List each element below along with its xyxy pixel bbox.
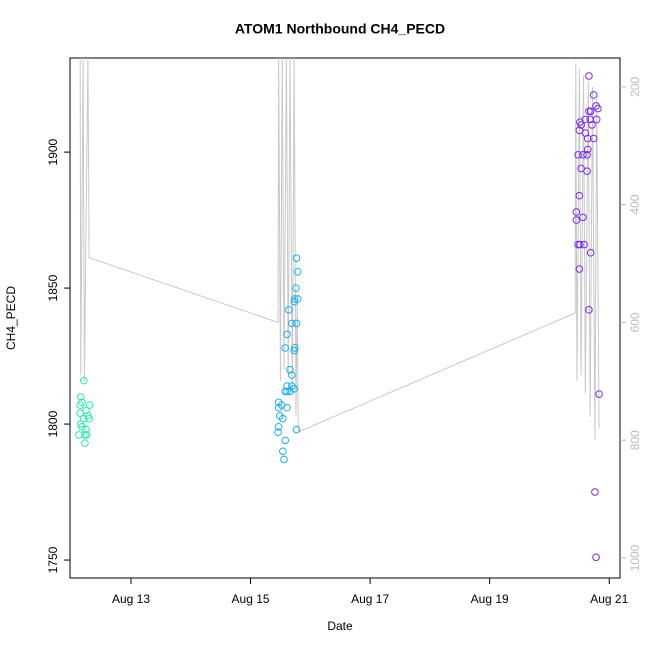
point — [594, 104, 602, 113]
point — [281, 436, 290, 445]
point — [589, 91, 598, 99]
point — [290, 344, 299, 352]
y-tick-label: 1900 — [46, 138, 60, 165]
y2-tick-label: 600 — [628, 312, 642, 332]
point — [572, 216, 581, 224]
y2-tick-label: 1000 — [628, 544, 642, 571]
point — [279, 414, 287, 423]
point — [577, 164, 585, 173]
point — [290, 297, 298, 306]
point — [591, 488, 599, 496]
point — [81, 431, 89, 439]
point — [574, 151, 582, 159]
point — [274, 428, 282, 437]
x-tick-label: Aug 17 — [351, 592, 389, 606]
point — [292, 425, 301, 434]
pressure-line — [79, 58, 600, 441]
point — [76, 409, 84, 417]
point — [76, 393, 85, 401]
point — [286, 365, 294, 374]
point — [572, 208, 581, 216]
point — [283, 403, 291, 412]
point — [85, 414, 93, 423]
point — [585, 72, 593, 80]
point — [583, 134, 592, 143]
point — [79, 376, 88, 385]
point — [81, 439, 89, 447]
y2-tick-label: 200 — [628, 77, 642, 97]
point — [588, 121, 596, 129]
point — [583, 167, 591, 175]
point — [580, 240, 588, 249]
x-tick-label: Aug 19 — [471, 592, 509, 606]
point — [292, 319, 301, 328]
point — [274, 403, 283, 412]
y-tick-label: 1750 — [46, 546, 60, 573]
point — [290, 295, 299, 303]
point — [577, 121, 585, 129]
point — [281, 387, 290, 396]
point — [285, 306, 293, 314]
chart-title: ATOM1 Northbound CH4_PECD — [235, 21, 445, 37]
point — [575, 126, 584, 135]
point — [292, 284, 300, 292]
y2-tick-label: 800 — [628, 430, 642, 450]
point — [76, 401, 84, 409]
point — [292, 254, 301, 262]
point — [592, 553, 600, 562]
point — [585, 107, 593, 116]
x-tick-label: Aug 15 — [232, 592, 270, 606]
plot-area — [75, 58, 603, 562]
y-tick-label: 1850 — [46, 274, 60, 301]
point — [575, 191, 584, 200]
point — [589, 134, 598, 143]
point — [75, 431, 83, 439]
point — [583, 151, 591, 159]
point — [595, 390, 603, 398]
y2-tick-label: 400 — [628, 194, 642, 214]
point — [290, 346, 298, 355]
point — [293, 267, 302, 276]
point — [279, 447, 287, 456]
point — [575, 265, 584, 273]
point — [586, 248, 595, 257]
point — [290, 384, 298, 393]
point — [283, 330, 291, 339]
point — [280, 455, 288, 464]
x-tick-label: Aug 13 — [112, 592, 150, 606]
y-axis-label: CH4_PECD — [4, 286, 18, 350]
point — [287, 371, 296, 379]
y-tick-label: 1800 — [46, 410, 60, 437]
point — [579, 151, 587, 159]
point — [576, 240, 584, 249]
point — [82, 425, 90, 434]
point — [274, 422, 283, 431]
plot-frame — [69, 57, 621, 579]
point — [579, 213, 587, 222]
point — [583, 145, 592, 154]
point — [82, 406, 90, 415]
point — [586, 115, 594, 124]
point — [85, 401, 94, 409]
point — [585, 306, 593, 314]
point — [287, 319, 296, 328]
x-axis-label: Date — [327, 619, 353, 633]
point — [281, 344, 290, 352]
x-tick-label: Aug 21 — [590, 592, 628, 606]
